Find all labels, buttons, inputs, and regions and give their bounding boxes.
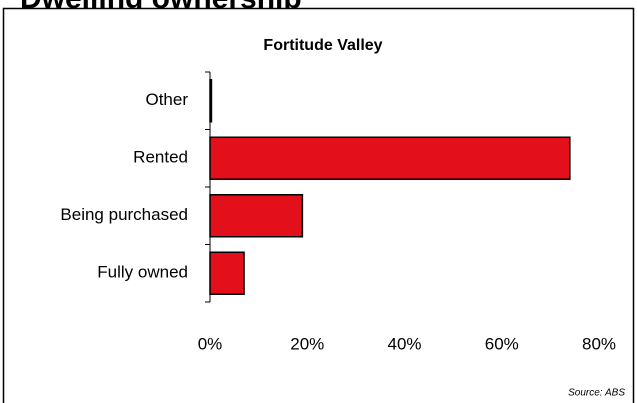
y-tick-label: Other [145, 90, 188, 109]
y-tick-label: Rented [133, 148, 188, 167]
x-tick-label: 20% [290, 334, 324, 353]
y-tick-label: Being purchased [60, 205, 188, 224]
x-tick-label: 80% [582, 334, 616, 353]
bar [209, 251, 245, 295]
bar [209, 136, 571, 180]
y-tick-label: Fully owned [97, 263, 188, 282]
x-tick-label: 0% [198, 334, 223, 353]
x-tick-label: 40% [387, 334, 421, 353]
chart-frame [2, 7, 635, 403]
source-note: Source: ABS [568, 388, 625, 399]
chart-title: Fortitude Valley [263, 37, 382, 54]
bar [209, 194, 304, 238]
x-tick-label: 60% [485, 334, 519, 353]
